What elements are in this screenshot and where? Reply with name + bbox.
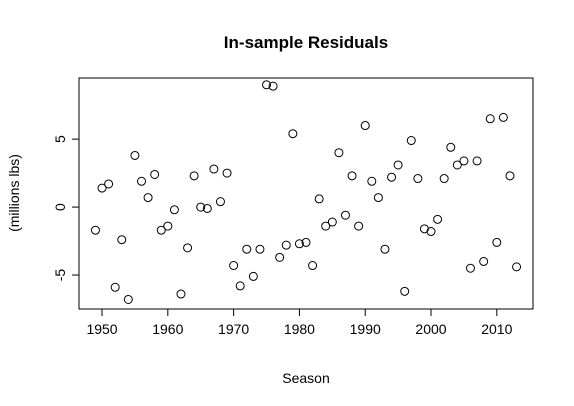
data-point (492, 237, 502, 247)
x-tick-label: 1990 (350, 321, 381, 337)
data-point (406, 136, 416, 146)
data-point (308, 261, 318, 271)
data-point (426, 227, 436, 237)
x-tick-label: 2010 (481, 321, 512, 337)
data-point (479, 256, 489, 266)
data-point (393, 160, 403, 170)
data-points (90, 80, 522, 304)
data-point (340, 210, 350, 220)
data-point (90, 225, 100, 235)
data-point (209, 164, 219, 174)
data-point (235, 281, 245, 291)
y-axis: -5 0 5 (52, 135, 79, 281)
data-point (413, 174, 423, 184)
data-point (347, 171, 357, 181)
data-point (222, 168, 232, 178)
data-point (281, 240, 291, 250)
data-point (314, 194, 324, 204)
data-point (110, 282, 120, 292)
data-point (248, 271, 258, 281)
data-point (215, 197, 225, 207)
data-point (255, 244, 265, 254)
x-axis: 1950 1960 1970 1980 1990 2000 2010 (86, 309, 513, 337)
data-point (465, 263, 475, 273)
data-point (104, 179, 114, 189)
data-point (143, 193, 153, 203)
y-tick-label: 0 (52, 203, 68, 211)
data-point (242, 244, 252, 254)
plot-frame (78, 77, 534, 310)
data-point (452, 160, 462, 170)
data-point (169, 205, 179, 215)
data-point (130, 150, 140, 160)
data-point (288, 129, 298, 139)
data-point (459, 156, 469, 166)
data-point (367, 176, 377, 186)
data-point (202, 203, 212, 213)
x-tick-label: 1950 (86, 321, 117, 337)
x-tick-label: 1960 (152, 321, 183, 337)
x-tick-label: 1980 (284, 321, 315, 337)
data-point (275, 252, 285, 262)
x-axis-label: Season (282, 370, 329, 386)
data-point (387, 172, 397, 182)
data-point (294, 239, 304, 249)
data-point (327, 217, 337, 227)
data-point (123, 294, 133, 304)
data-point (117, 235, 127, 245)
data-point (262, 80, 272, 90)
data-point (97, 183, 107, 193)
data-point (446, 142, 456, 152)
data-point (301, 237, 311, 247)
y-tick-label: -5 (52, 269, 68, 282)
data-point (196, 202, 206, 212)
y-tick-label: 5 (52, 135, 68, 143)
data-point (373, 193, 383, 203)
data-point (498, 112, 508, 122)
data-point (163, 221, 173, 231)
data-point (176, 289, 186, 299)
chart-title: In-sample Residuals (224, 33, 388, 52)
data-point (400, 286, 410, 296)
data-point (380, 244, 390, 254)
data-point (334, 148, 344, 158)
data-point (512, 262, 522, 272)
data-point (156, 225, 166, 235)
data-point (505, 171, 515, 181)
x-tick-label: 2000 (415, 321, 446, 337)
data-point (229, 261, 239, 271)
data-point (472, 156, 482, 166)
data-point (150, 169, 160, 179)
data-point (354, 221, 364, 231)
data-point (360, 121, 370, 131)
data-point (321, 221, 331, 231)
data-point (137, 176, 147, 186)
data-point (485, 114, 495, 124)
data-point (433, 214, 443, 224)
data-point (268, 81, 278, 91)
data-point (183, 243, 193, 253)
data-point (189, 171, 199, 181)
y-axis-label: (millions lbs) (6, 154, 22, 232)
data-point (439, 174, 449, 184)
x-tick-label: 1970 (218, 321, 249, 337)
